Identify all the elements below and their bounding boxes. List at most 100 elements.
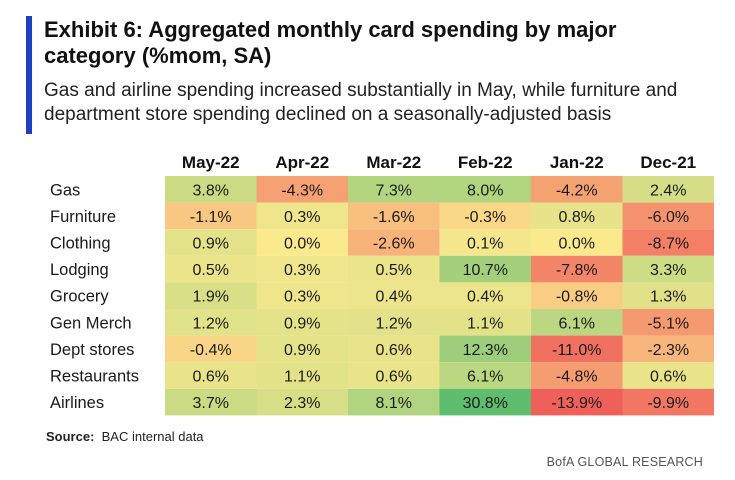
- row-label-gas: Gas: [50, 181, 80, 199]
- heatmap-cell: [531, 255, 623, 283]
- heatmap-cell: [256, 335, 348, 363]
- cell-value-label: 8.1%: [376, 395, 412, 412]
- cell-value-label: 0.6%: [650, 369, 686, 386]
- heatmap-cell: [439, 176, 531, 203]
- cell-value-label: 0.4%: [376, 289, 412, 306]
- row-label-airlines: Airlines: [50, 394, 104, 412]
- heatmap-cell: [531, 176, 623, 203]
- heatmap-cell: [622, 335, 714, 363]
- cell-value-label: 0.1%: [467, 236, 503, 253]
- heatmap-cell: [256, 362, 348, 389]
- heatmap-cell: [622, 229, 714, 256]
- heatmap-cell: [165, 229, 257, 256]
- cell-value-label: 0.5%: [376, 262, 412, 279]
- heatmap-cell: [531, 309, 623, 336]
- heatmap-cell: [531, 362, 623, 389]
- heatmap-cell: [256, 229, 348, 256]
- cell-value-label: -4.2%: [556, 182, 598, 199]
- heatmap-cell: [165, 309, 257, 336]
- row-label-furniture: Furniture: [50, 208, 116, 226]
- cell-value-label: -11.0%: [552, 342, 602, 359]
- heatmap-cell: [165, 388, 257, 416]
- cell-value-label: 7.3%: [376, 182, 412, 199]
- cell-value-label: 0.5%: [193, 262, 229, 279]
- cell-value-label: 0.6%: [193, 369, 229, 386]
- cell-value-label: 3.7%: [193, 395, 229, 412]
- heatmap-cell: [348, 202, 440, 230]
- heatmap-cell: [348, 388, 440, 416]
- cell-value-label: -7.8%: [556, 262, 598, 279]
- column-header-mar-22: Mar-22: [366, 153, 421, 172]
- cell-value-label: -2.6%: [373, 236, 415, 253]
- heatmap-cell: [348, 335, 440, 363]
- heatmap-cell: [256, 255, 348, 283]
- heatmap-cell: [531, 282, 623, 309]
- cell-value-label: 0.9%: [284, 342, 320, 359]
- heatmap-cell: [622, 176, 714, 203]
- heatmap-cell: [348, 229, 440, 256]
- cell-value-label: 0.3%: [284, 289, 320, 306]
- heatmap-cell: [348, 255, 440, 283]
- cell-value-label: 6.1%: [467, 369, 503, 386]
- heatmap-cell: [439, 282, 531, 309]
- cell-value-label: -0.3%: [464, 209, 506, 226]
- row-label-clothing: Clothing: [50, 235, 111, 253]
- cell-value-label: 1.2%: [193, 315, 229, 332]
- heatmap-cell: [622, 309, 714, 336]
- column-header-dec-21: Dec-21: [640, 153, 696, 172]
- heatmap-cell: [348, 176, 440, 203]
- accent-bar: [26, 16, 32, 134]
- column-header-feb-22: Feb-22: [458, 153, 513, 172]
- source-label: Source:: [46, 429, 95, 444]
- row-label-gen-merch: Gen Merch: [50, 314, 132, 332]
- column-header-apr-22: Apr-22: [275, 153, 329, 172]
- chart-subtitle: Gas and airline spending increased subst…: [44, 80, 678, 125]
- heatmap-cell: [256, 176, 348, 203]
- chart-title: Exhibit 6: Aggregated monthly card spend…: [44, 17, 617, 68]
- column-header-jan-22: Jan-22: [550, 153, 604, 172]
- row-label-grocery: Grocery: [50, 288, 109, 306]
- cell-value-label: 3.8%: [193, 182, 229, 199]
- cell-value-label: 6.1%: [559, 315, 595, 332]
- heatmap-cell: [348, 282, 440, 309]
- heatmap-cell: [531, 388, 623, 416]
- heatmap-cell: [165, 176, 257, 203]
- cell-value-label: 1.1%: [284, 369, 320, 386]
- heatmap-cell: [348, 362, 440, 389]
- heatmap-cell: [348, 309, 440, 336]
- cell-value-label: 2.4%: [650, 182, 686, 199]
- cell-value-label: 0.9%: [193, 236, 229, 253]
- cell-value-label: -1.6%: [373, 209, 415, 226]
- heatmap-cell: [439, 255, 531, 283]
- heatmap-cell: [622, 282, 714, 309]
- row-label-restaurants: Restaurants: [50, 368, 139, 386]
- column-header-may-22: May-22: [182, 153, 240, 172]
- heatmap-cell: [622, 362, 714, 389]
- cell-value-label: 8.0%: [467, 182, 503, 199]
- source-note: Source: BAC internal data: [46, 429, 204, 444]
- cell-value-label: -9.9%: [647, 395, 689, 412]
- cell-value-label: 12.3%: [463, 342, 508, 359]
- footer-brand: BofA GLOBAL RESEARCH: [546, 455, 703, 469]
- row-label-dept-stores: Dept stores: [50, 341, 134, 359]
- cell-value-label: 2.3%: [284, 395, 320, 412]
- cell-value-label: 0.3%: [284, 262, 320, 279]
- cell-value-label: 0.0%: [559, 236, 595, 253]
- cell-value-label: 0.6%: [376, 342, 412, 359]
- cell-value-label: 0.4%: [467, 289, 503, 306]
- heatmap-cell: [165, 362, 257, 389]
- cell-value-label: -0.4%: [190, 342, 232, 359]
- cell-value-label: -13.9%: [551, 395, 602, 412]
- heatmap-cell: [439, 335, 531, 363]
- heatmap-cell: [165, 335, 257, 363]
- cell-value-label: 0.3%: [284, 209, 320, 226]
- heatmap-cell: [256, 202, 348, 230]
- heatmap-cell: [439, 229, 531, 256]
- cell-value-label: -4.3%: [281, 182, 323, 199]
- heatmap-cell: [622, 388, 714, 416]
- source-text: BAC internal data: [101, 429, 204, 444]
- row-label-lodging: Lodging: [50, 261, 109, 279]
- heatmap-cell: [439, 309, 531, 336]
- cell-value-label: -0.8%: [556, 289, 598, 306]
- heatmap-cell: [165, 282, 257, 309]
